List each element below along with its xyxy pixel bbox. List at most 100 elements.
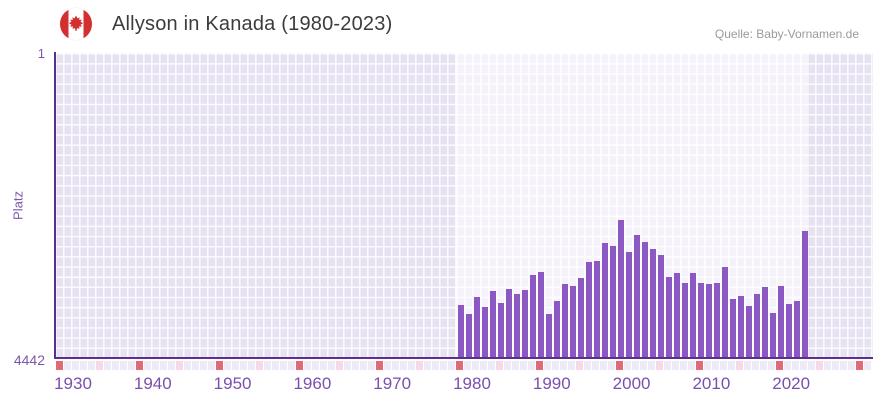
- bar-1989[interactable]: [530, 275, 537, 358]
- strip-cell: [271, 361, 279, 370]
- bar-1985[interactable]: [498, 303, 505, 358]
- x-tick-2000: 2000: [612, 374, 651, 393]
- strip-cell: [823, 361, 831, 370]
- strip-cell: [431, 361, 439, 370]
- strip-cell: [359, 361, 367, 370]
- bar-2022[interactable]: [794, 300, 801, 358]
- strip-cell: [191, 361, 199, 370]
- x-tick-1960: 1960: [293, 374, 332, 393]
- strip-cell-decade: [775, 361, 783, 370]
- bar-2007[interactable]: [674, 272, 681, 358]
- strip-cell: [79, 361, 87, 370]
- strip-cell: [719, 361, 727, 370]
- bar-1990[interactable]: [538, 272, 545, 358]
- bar-1993[interactable]: [562, 283, 569, 358]
- bar-2006[interactable]: [666, 277, 673, 358]
- decade-marker-strip: [55, 361, 873, 370]
- bar-2019[interactable]: [770, 312, 777, 358]
- bar-1987[interactable]: [514, 294, 521, 358]
- strip-cell: [399, 361, 407, 370]
- bar-1984[interactable]: [490, 290, 497, 358]
- bar-1980[interactable]: [458, 304, 465, 358]
- strip-cell: [439, 361, 447, 370]
- strip-cell: [303, 361, 311, 370]
- strip-cell: [223, 361, 231, 370]
- strip-cell: [847, 361, 855, 370]
- strip-cell: [791, 361, 799, 370]
- strip-cell: [231, 361, 239, 370]
- bar-1982[interactable]: [474, 296, 481, 358]
- bar-1991[interactable]: [546, 313, 553, 358]
- bar-2023[interactable]: [802, 230, 809, 358]
- strip-cell: [839, 361, 847, 370]
- bar-1983[interactable]: [482, 307, 489, 358]
- bar-2008[interactable]: [682, 283, 689, 358]
- strip-cell: [263, 361, 271, 370]
- bar-2009[interactable]: [690, 273, 697, 358]
- bar-2012[interactable]: [714, 282, 721, 358]
- strip-cell: [127, 361, 135, 370]
- bar-2002[interactable]: [634, 234, 641, 358]
- strip-cell: [383, 361, 391, 370]
- strip-cell: [143, 361, 151, 370]
- bar-2018[interactable]: [762, 286, 769, 358]
- bar-1988[interactable]: [522, 289, 529, 358]
- strip-cell: [63, 361, 71, 370]
- x-tick-1990: 1990: [532, 374, 571, 393]
- x-tick-1950: 1950: [213, 374, 252, 393]
- bar-1994[interactable]: [570, 286, 577, 358]
- bar-1997[interactable]: [594, 261, 601, 358]
- strip-cell: [687, 361, 695, 370]
- bar-2010[interactable]: [698, 282, 705, 358]
- strip-cell: [711, 361, 719, 370]
- bar-1992[interactable]: [554, 300, 561, 358]
- bar-1981[interactable]: [466, 314, 473, 358]
- strip-cell: [727, 361, 735, 370]
- x-axis-line: [54, 357, 873, 359]
- strip-cell: [391, 361, 399, 370]
- strip-cell: [463, 361, 471, 370]
- bar-2014[interactable]: [730, 298, 737, 358]
- bar-1986[interactable]: [506, 288, 513, 358]
- bar-1995[interactable]: [578, 277, 585, 358]
- strip-cell: [343, 361, 351, 370]
- strip-cell-half-decade: [175, 361, 183, 370]
- bar-2000[interactable]: [618, 219, 625, 358]
- strip-cell-decade: [215, 361, 223, 370]
- bar-2021[interactable]: [786, 304, 793, 358]
- strip-cell: [639, 361, 647, 370]
- bar-2020[interactable]: [778, 286, 785, 358]
- bar-1996[interactable]: [586, 262, 593, 358]
- strip-cell: [751, 361, 759, 370]
- bar-2004[interactable]: [650, 249, 657, 358]
- bar-2016[interactable]: [746, 306, 753, 358]
- y-axis-line: [54, 52, 56, 359]
- canada-flag-icon: [60, 8, 92, 40]
- strip-cell: [287, 361, 295, 370]
- bar-1998[interactable]: [602, 242, 609, 358]
- strip-cell: [503, 361, 511, 370]
- strip-cell-decade: [695, 361, 703, 370]
- bar-2001[interactable]: [626, 251, 633, 358]
- strip-cell: [351, 361, 359, 370]
- bar-2003[interactable]: [642, 242, 649, 358]
- strip-cell: [447, 361, 455, 370]
- strip-cell-decade: [455, 361, 463, 370]
- strip-cell-half-decade: [655, 361, 663, 370]
- x-tick-1970: 1970: [373, 374, 412, 393]
- bar-2015[interactable]: [738, 296, 745, 358]
- strip-cell: [807, 361, 815, 370]
- bar-2011[interactable]: [706, 284, 713, 358]
- strip-cell: [567, 361, 575, 370]
- strip-cell: [119, 361, 127, 370]
- strip-cell: [759, 361, 767, 370]
- bar-2013[interactable]: [722, 266, 729, 358]
- bar-2017[interactable]: [754, 294, 761, 358]
- strip-cell: [671, 361, 679, 370]
- strip-cell: [511, 361, 519, 370]
- strip-cell: [159, 361, 167, 370]
- strip-cell: [703, 361, 711, 370]
- bar-2005[interactable]: [658, 255, 665, 358]
- strip-cell: [831, 361, 839, 370]
- bar-1999[interactable]: [610, 245, 617, 358]
